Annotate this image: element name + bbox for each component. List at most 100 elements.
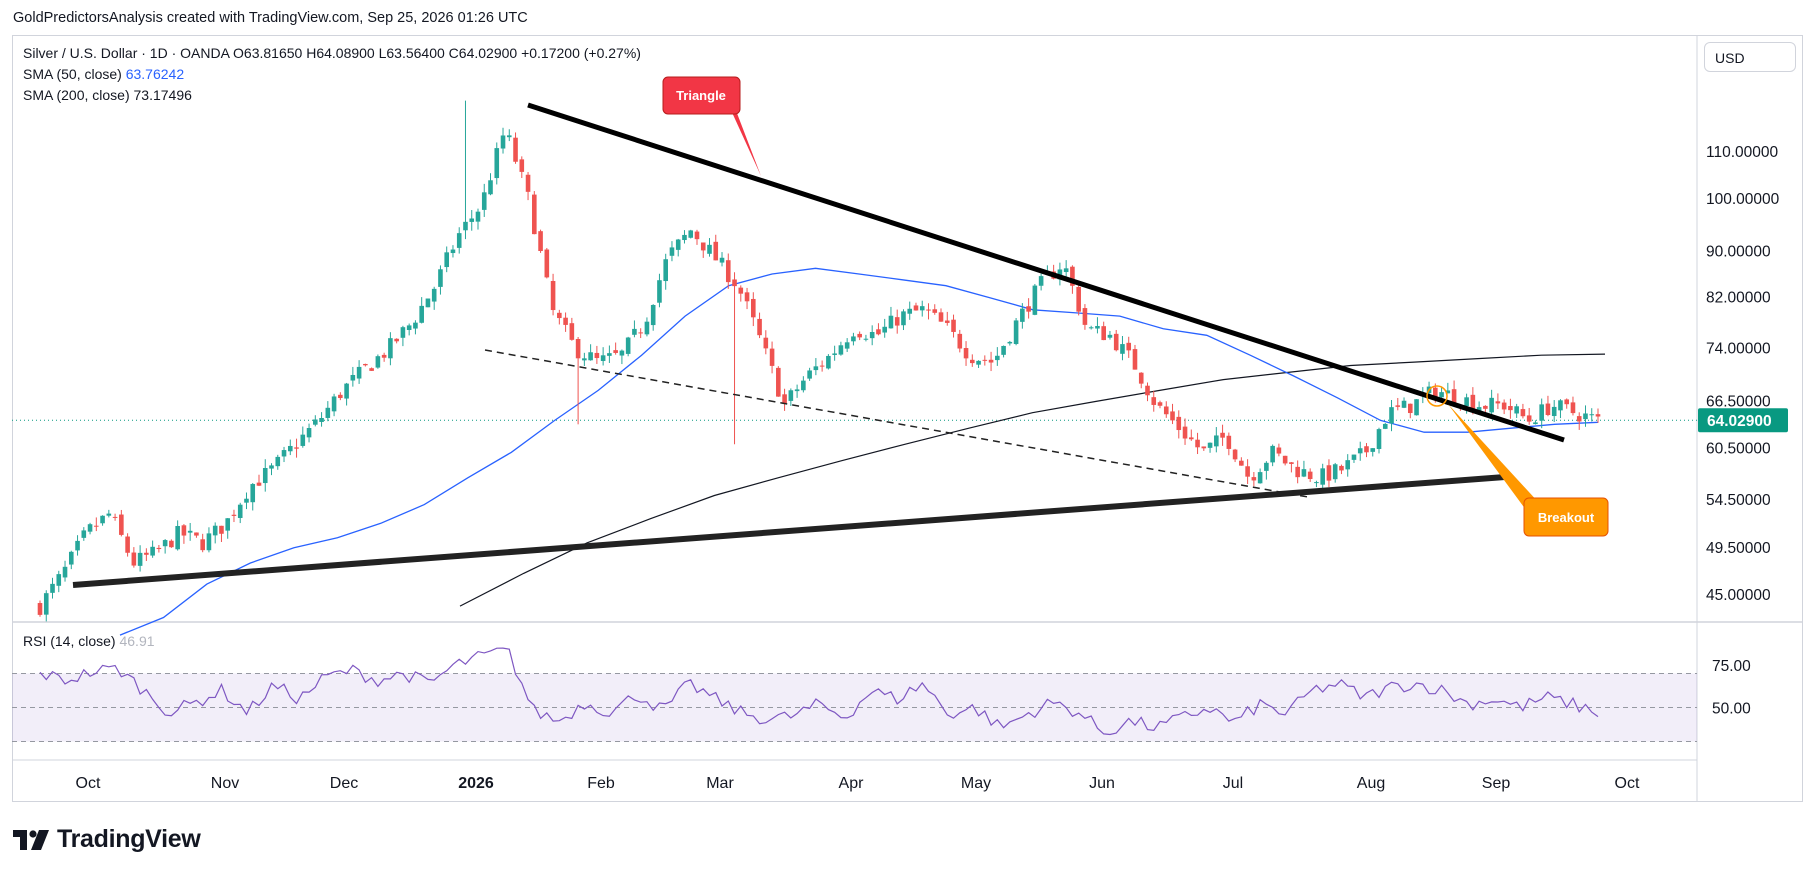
candle-up [1301,469,1307,477]
candle-up [1476,407,1482,413]
candle-down [694,231,700,240]
candle-up [1345,460,1351,470]
candle-up [244,498,249,503]
candle-up [901,311,906,326]
price-tick-label: 60.50000 [1706,440,1771,457]
candle-up [481,192,487,210]
candle-up [450,249,456,254]
symbol-title: Silver / U.S. Dollar · 1D · OANDA [23,45,230,61]
candle-up [1389,407,1394,424]
candle-up [1063,268,1069,273]
breakout-label: Breakout [1538,510,1595,525]
candle-down [763,337,769,349]
candle-up [1489,397,1494,413]
candle-down [963,348,969,359]
candle-down [738,287,744,294]
candle-up [488,180,493,195]
candle-down [1157,402,1163,406]
candle-down [1151,397,1157,405]
candle-up [1589,414,1595,416]
candle-up [87,524,93,532]
candle-down [613,350,618,353]
candle-down [1433,387,1438,398]
candle-down [638,332,643,334]
candle-up [625,337,631,354]
candle-up [619,350,625,356]
candle-down [1307,471,1313,480]
candle-up [869,332,875,339]
candle-down [1576,416,1582,422]
candle-down [957,333,963,349]
candle-up [456,233,462,248]
candle-up [1439,392,1444,398]
candle-up [475,211,481,222]
candle-up [150,546,155,556]
time-tick-label: Dec [330,775,358,792]
candle-down [1339,465,1344,471]
candle-up [1551,406,1557,417]
candle-up [100,515,105,524]
candle-up [1107,334,1113,338]
brand-name: TradingView [57,825,201,853]
candle-up [1401,400,1407,408]
candle-down [1101,326,1106,341]
candle-down [1245,466,1250,477]
candle-up [68,551,74,565]
candle-down [394,338,399,342]
candle-up [1370,448,1376,452]
candle-up [175,525,180,550]
candle-up [794,389,800,392]
candle-down [169,540,174,548]
candle-up [1583,413,1588,420]
tradingview-logo[interactable]: TradingView [13,825,201,854]
candle-up [1207,442,1213,448]
candle-down [119,514,124,535]
symbol-legend[interactable]: Silver / U.S. Dollar · 1D · OANDA O63.81… [23,45,641,61]
candle-down [1188,437,1194,440]
time-tick-label: 2026 [458,775,494,792]
candle-up [81,530,87,538]
rsi-value: 46.91 [119,633,155,649]
candle-up [788,390,794,401]
candle-down [1138,372,1144,384]
candle-down [938,312,944,322]
candle-up [607,353,612,356]
rsi-tick-label: 75.00 [1712,658,1751,675]
price-tick-label: 45.00000 [1706,587,1771,604]
candle-up [1013,320,1019,345]
candle-up [56,574,62,586]
candle-down [181,525,187,536]
candle-up [882,326,887,333]
time-tick-label: Sep [1482,775,1511,792]
candle-up [300,434,306,446]
candle-down [725,260,731,283]
candle-down [944,320,950,323]
candle-up [801,380,806,391]
candle-down [200,539,205,551]
candle-up [1032,285,1038,315]
candle-down [982,359,988,361]
sma50-legend[interactable]: SMA (50, close) 63.76242 [23,66,184,82]
candle-up [1514,406,1519,414]
candle-down [1295,466,1300,478]
price-tick-label: 74.00000 [1706,340,1771,357]
sma200-legend[interactable]: SMA (200, close) 73.17496 [23,87,192,103]
currency-selector[interactable]: USD [1704,42,1796,72]
candle-down [1145,385,1150,396]
sma50-label: SMA (50, close) [23,66,122,82]
rsi-legend[interactable]: RSI (14, close) 46.91 [23,633,155,649]
sma50-line [119,267,1599,636]
candle-down [37,603,43,615]
candle-up [331,396,337,412]
candle-up [600,355,606,361]
candle-down [94,525,99,527]
candle-down [1451,389,1457,405]
candle-up [632,328,637,335]
price-tick-label: 66.50000 [1706,393,1771,410]
candle-up [50,583,55,593]
candle-down [932,309,938,313]
candle-down [369,368,374,371]
candle-down [381,354,387,358]
candle-down [1076,286,1081,312]
